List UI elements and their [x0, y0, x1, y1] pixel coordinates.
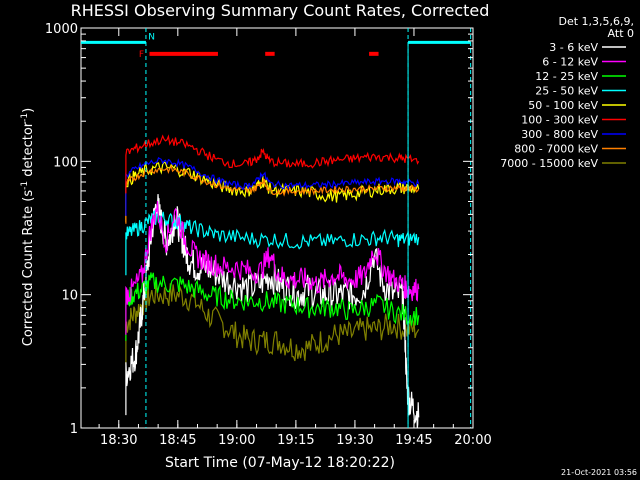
- plot-area: [80, 27, 474, 429]
- legend-label: 300 - 800 keV: [521, 128, 598, 141]
- x-tick-label: 19:00: [218, 433, 255, 448]
- timestamp: 21-Oct-2021 03:56: [561, 468, 637, 477]
- legend: Det 1,3,5,6,9,Att 0 3 - 6 keV 6 - 12 keV12…: [500, 15, 634, 170]
- series-line-6-12keV: [125, 200, 420, 335]
- x-tick-label: 19:45: [395, 433, 432, 448]
- legend-header: Att 0: [608, 27, 634, 40]
- legend-label: 6 - 12 keV: [542, 56, 598, 69]
- flare-flag: F: [139, 50, 144, 60]
- series-layer: [125, 134, 420, 429]
- legend-label: 3 - 6 keV: [549, 41, 598, 54]
- chart-title: RHESSI Observing Summary Count Rates, Co…: [71, 1, 490, 20]
- x-axis-label: Start Time (07-May-12 18:20:22): [165, 455, 395, 471]
- series-line-300-800keV: [125, 157, 420, 216]
- night-flag: N: [148, 32, 155, 42]
- series-line-25-50keV: [125, 209, 420, 276]
- y-tick-label: 10: [61, 289, 78, 304]
- y-tick-label: 1: [70, 422, 78, 437]
- x-tick-label: 18:45: [159, 433, 196, 448]
- x-tick-label: 20:00: [454, 433, 491, 448]
- legend-label: 7000 - 15000 keV: [500, 157, 598, 170]
- y-axis-label: Corrected Count Rate (s-1 detector-1): [20, 108, 36, 346]
- axis-layer: 18:30 18:45 19:00 19:15 19:30 19:45 20:00 1 10 10…: [45, 22, 492, 448]
- series-line-12-25keV: [125, 272, 420, 341]
- legend-header: Det 1,3,5,6,9,: [558, 15, 634, 28]
- legend-label: 25 - 50 keV: [535, 85, 598, 98]
- x-tick-label: 19:15: [277, 433, 314, 448]
- legend-label: 800 - 7000 keV: [514, 143, 598, 156]
- plot-frame: [80, 27, 474, 429]
- y-tick-label: 100: [53, 155, 78, 170]
- series-line-100-300keV: [125, 134, 420, 194]
- marker-layer: FN: [81, 28, 472, 428]
- x-tick-label: 19:30: [336, 433, 373, 448]
- legend-label: 100 - 300 keV: [521, 114, 598, 127]
- x-tick-label: 18:30: [100, 433, 137, 448]
- series-line-7000-15000keV: [125, 281, 420, 365]
- series-line-3-6keV: [125, 194, 420, 429]
- legend-label: 50 - 100 keV: [528, 99, 598, 112]
- series-line-50-100keV: [125, 161, 420, 223]
- legend-label: 12 - 25 keV: [535, 70, 598, 83]
- y-tick-label: 1000: [45, 22, 78, 37]
- series-line-800-7000keV: [125, 165, 420, 224]
